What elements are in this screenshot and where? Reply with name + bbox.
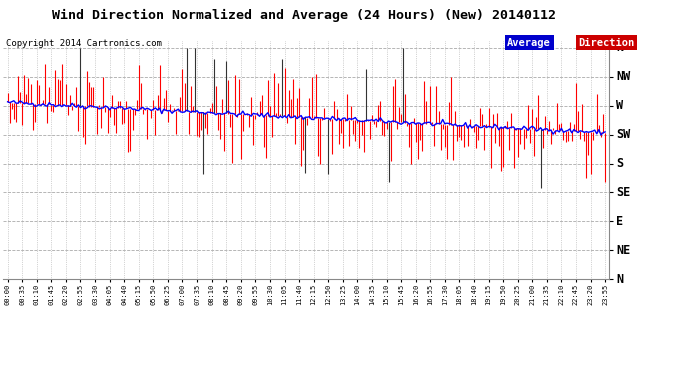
Text: Average: Average — [507, 38, 551, 48]
Text: Wind Direction Normalized and Average (24 Hours) (New) 20140112: Wind Direction Normalized and Average (2… — [52, 9, 555, 22]
Text: Direction: Direction — [578, 38, 635, 48]
Text: Copyright 2014 Cartronics.com: Copyright 2014 Cartronics.com — [6, 39, 161, 48]
